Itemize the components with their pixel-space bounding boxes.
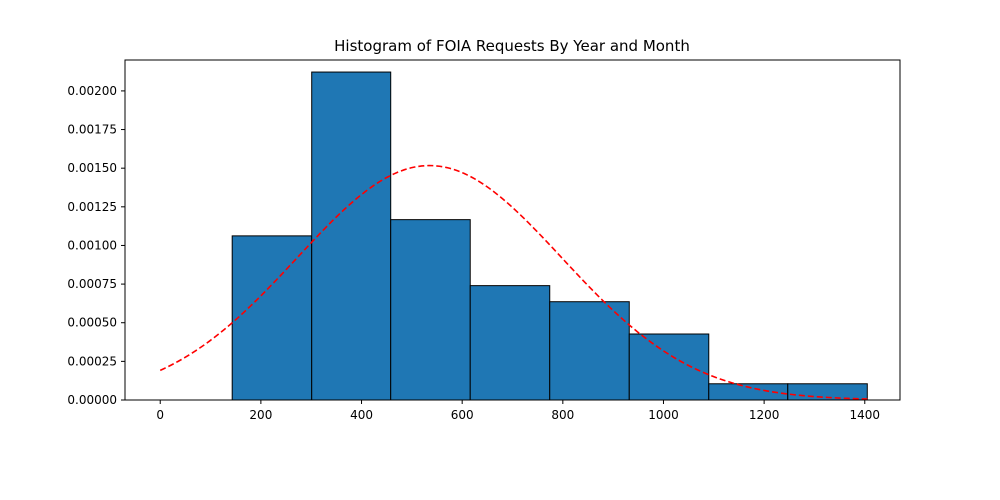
x-tick-label-7: 1400: [849, 408, 880, 422]
y-tick-label-1: 0.00025: [67, 354, 117, 368]
histogram-bar-1: [231, 235, 313, 401]
histogram-bar-5: [549, 301, 630, 401]
y-tick-label-4: 0.00100: [67, 238, 117, 252]
y-tick-label-7: 0.00175: [67, 123, 117, 137]
histogram-bar-4: [469, 285, 551, 401]
y-tick-label-2: 0.00050: [67, 316, 117, 330]
y-tick-label-6: 0.00150: [67, 161, 117, 175]
fit-curve: [159, 164, 868, 400]
y-tick-label-3: 0.00075: [67, 277, 117, 291]
histogram-bar-6: [628, 333, 710, 401]
x-tick-label-2: 400: [350, 408, 373, 422]
chart-title: Histogram of FOIA Requests By Year and M…: [334, 37, 690, 55]
x-tick-label-3: 600: [451, 408, 474, 422]
plot-frame: [124, 59, 901, 401]
x-tick-label-4: 800: [551, 408, 574, 422]
histogram-bar-3: [390, 219, 471, 401]
bars-group: [231, 71, 868, 401]
y-tick-label-8: 0.00200: [67, 84, 117, 98]
y-axis: 0.00000 0.00025 0.00050 0.00075 0.00100 0.001…: [67, 84, 125, 407]
y-tick-label-5: 0.00125: [67, 200, 117, 214]
histogram-bar-2: [311, 71, 392, 401]
y-tick-label-0: 0.00000: [67, 393, 117, 407]
x-tick-label-5: 1000: [648, 408, 679, 422]
x-tick-label-1: 200: [249, 408, 272, 422]
x-axis: 0 200 400 600 800 1000 1200 1400: [156, 400, 880, 422]
x-tick-label-6: 1200: [749, 408, 780, 422]
x-tick-label-0: 0: [156, 408, 164, 422]
